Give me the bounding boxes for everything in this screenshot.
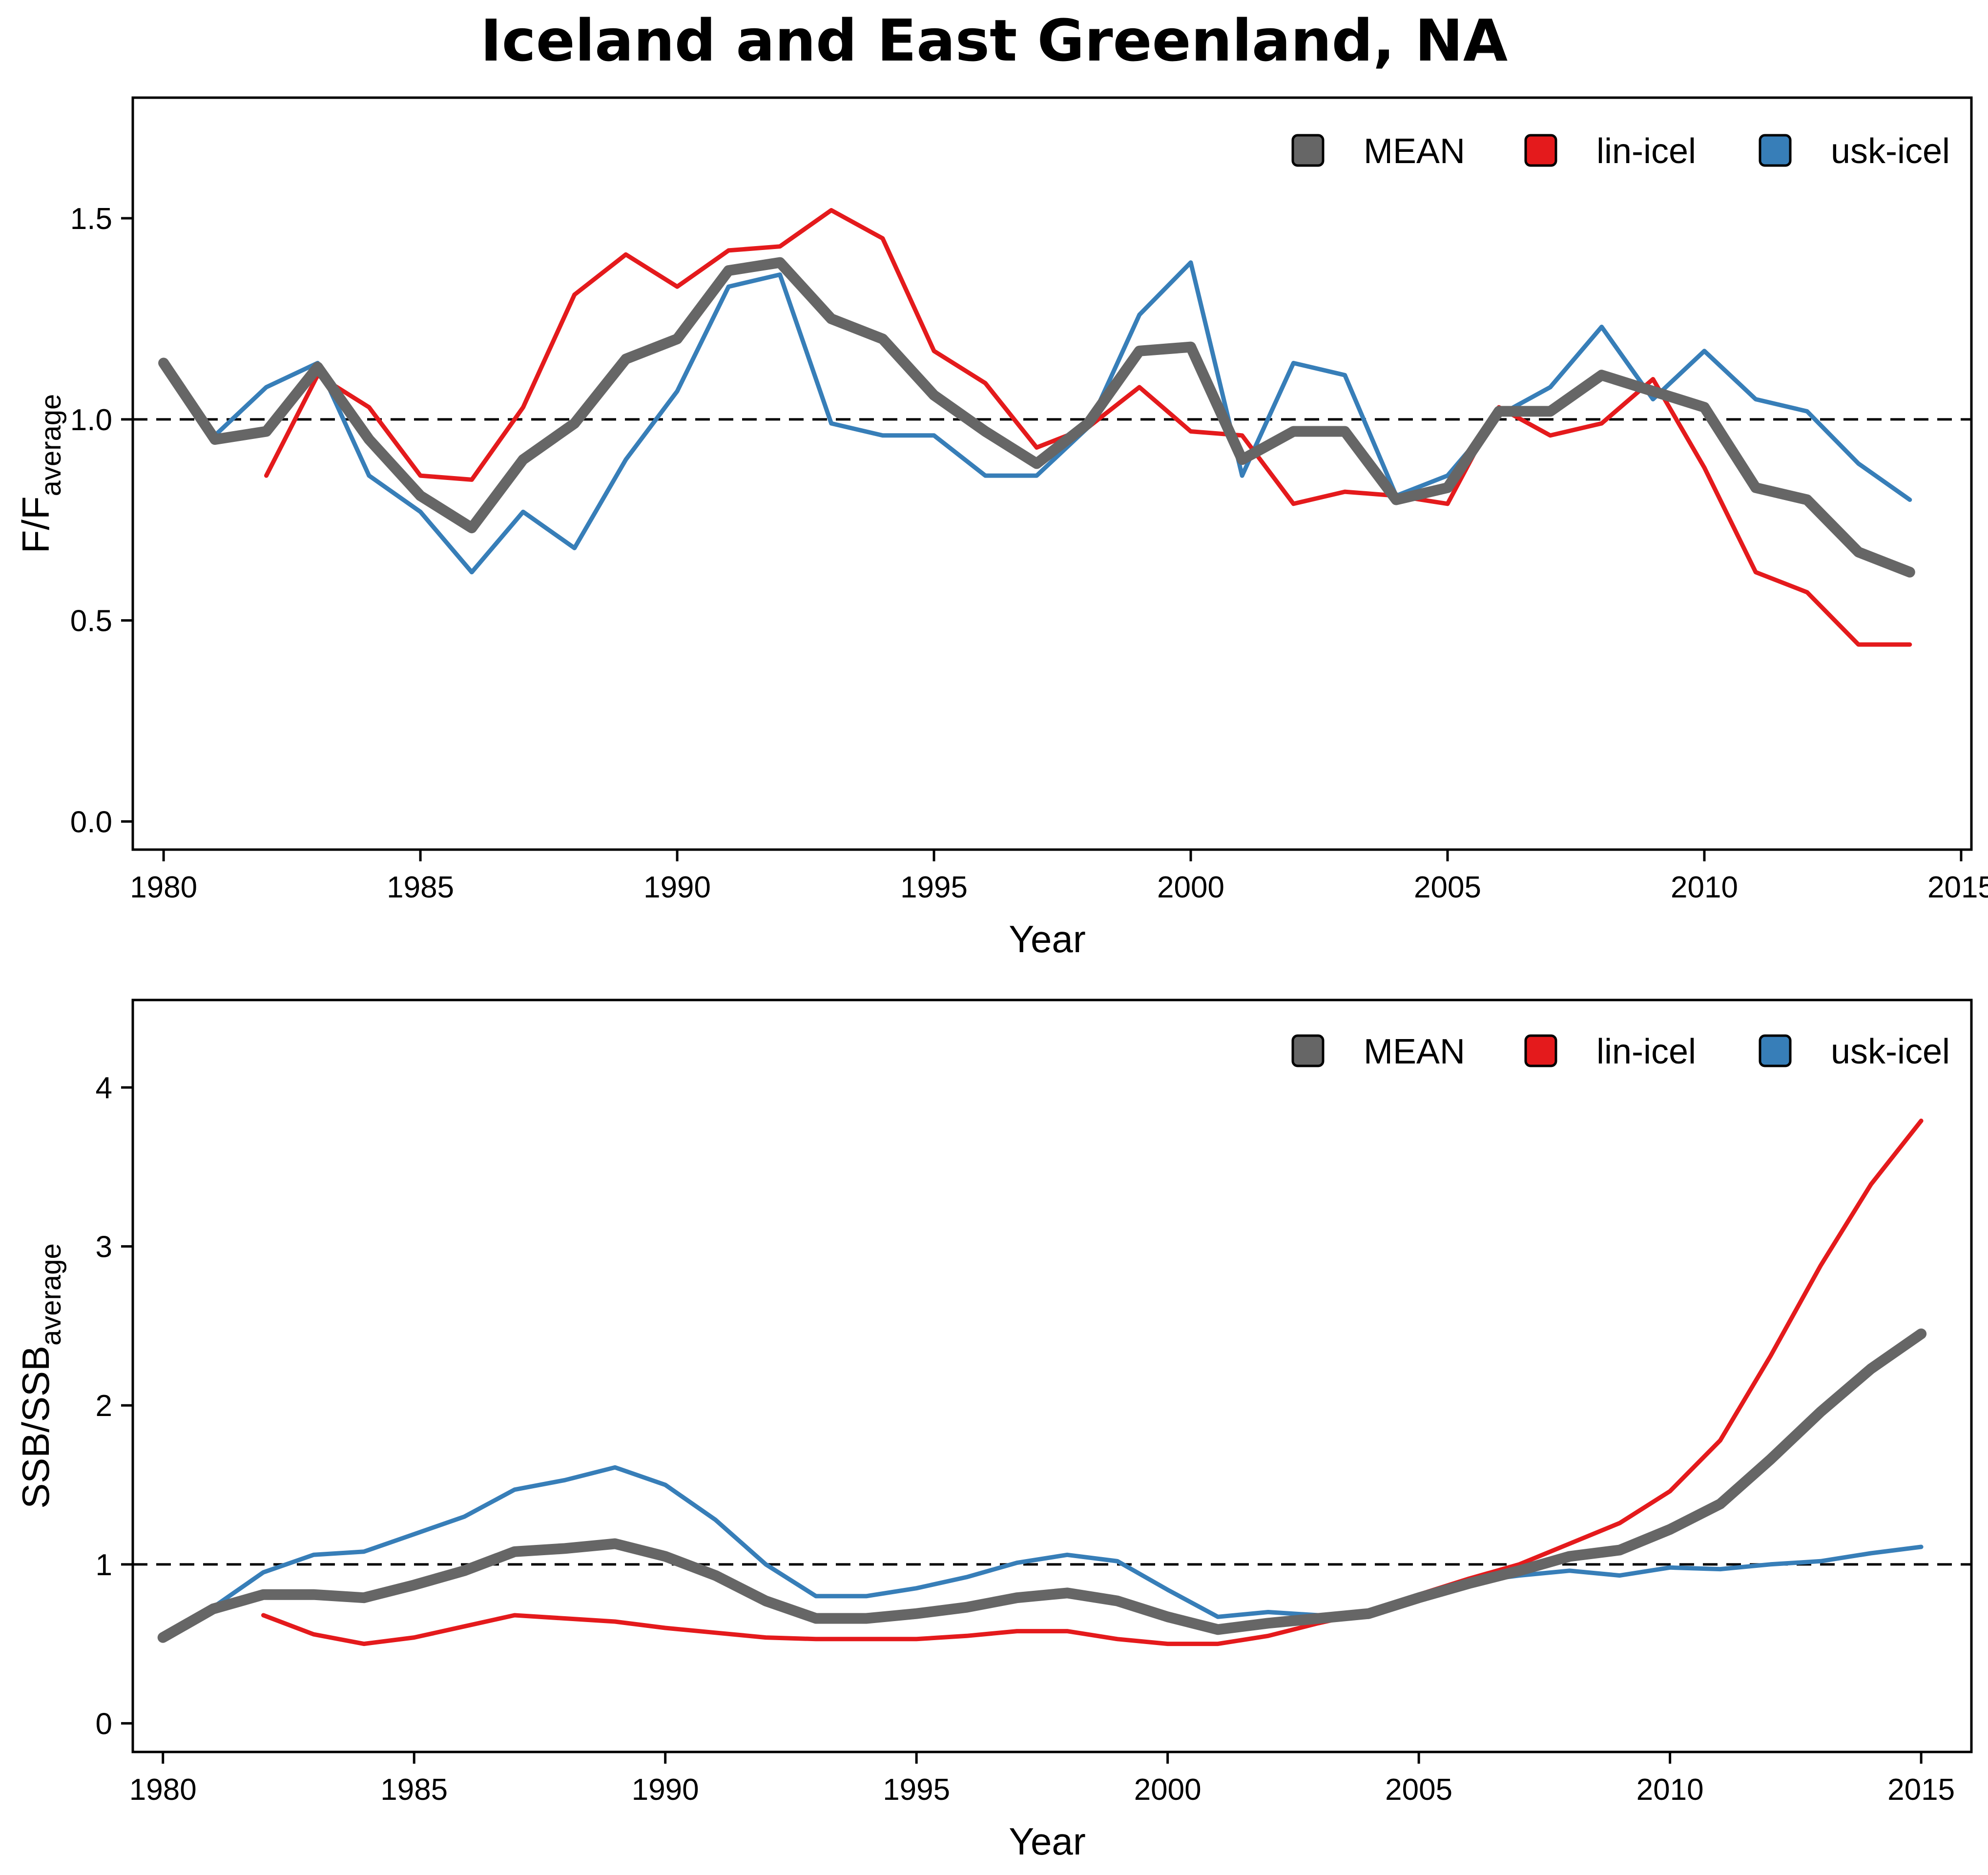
chart1-x-tick-label: 2005 xyxy=(1385,1773,1452,1807)
ssb-ratio-panel: 1980 1985 1990 1995 2000 2005 2010 2015 0 1 2 3 4 Yea… xyxy=(14,999,1973,1863)
chart1-series-usk-icel-line xyxy=(161,1465,1924,1642)
chart1-x-axis-title: Year xyxy=(1009,1820,1086,1863)
chart1-legend-swatch-usk-icel xyxy=(1759,1034,1792,1067)
chart0-series-usk-icel-line xyxy=(161,260,1912,575)
chart0-series-mean-line xyxy=(158,257,1915,578)
chart0-legend-swatch-lin-icel xyxy=(1524,134,1557,167)
chart1-plot-frame xyxy=(131,999,1973,1753)
chart1-series-lin-icel-line xyxy=(261,1118,1924,1646)
chart0-legend-swatch-mean xyxy=(1291,134,1325,167)
chart0-y-axis-title-main: F/F xyxy=(14,496,57,553)
chart1-series-mean-line xyxy=(157,1328,1927,1643)
chart1-legend-label-usk-icel: usk-icel xyxy=(1831,1032,1950,1071)
chart0-x-tick-label: 2005 xyxy=(1414,871,1481,904)
chart0-y-tick-label: 1.0 xyxy=(70,403,112,437)
chart0-x-tick-label: 1990 xyxy=(643,871,711,904)
chart0-legend-swatch-usk-icel xyxy=(1759,134,1792,167)
chart1-legend-label-mean: MEAN xyxy=(1364,1032,1465,1071)
chart0-x-axis-title: Year xyxy=(1009,917,1086,960)
chart1-y-axis-title: SSB/SSBaverage xyxy=(14,1243,67,1508)
chart1-x-tick-label: 2015 xyxy=(1887,1773,1955,1807)
chart0-x-tick-label: 2010 xyxy=(1671,871,1738,904)
chart0-x-tick-label: 1980 xyxy=(130,871,197,904)
figure-title: Iceland and East Greenland, NA xyxy=(480,7,1508,74)
chart1-x-tick-label: 1985 xyxy=(380,1773,448,1807)
chart1-x-tick-label: 1990 xyxy=(632,1773,699,1807)
chart1-y-axis-title-main: SSB/SSB xyxy=(14,1346,57,1509)
chart1-x-tick-label: 2000 xyxy=(1134,1773,1201,1807)
chart1-y-tick-label: 0 xyxy=(96,1707,112,1741)
chart0-y-tick-label: 0.5 xyxy=(70,604,112,638)
chart1-x-tick-label: 1980 xyxy=(129,1773,197,1807)
chart0-x-tick-label: 1995 xyxy=(900,871,968,904)
chart1-x-tick-label: 2010 xyxy=(1636,1773,1704,1807)
chart0-x-tick-label: 1985 xyxy=(387,871,454,904)
chart0-y-axis-title-sub: average xyxy=(35,394,67,497)
chart1-y-tick-label: 2 xyxy=(96,1389,112,1423)
chart0-y-tick-label: 0.0 xyxy=(70,805,112,839)
chart1-y-tick-label: 4 xyxy=(96,1071,112,1105)
chart1-legend-label-lin-icel: lin-icel xyxy=(1596,1032,1696,1071)
chart1-y-tick-label: 1 xyxy=(96,1548,112,1582)
chart1-legend-swatch-lin-icel xyxy=(1524,1034,1557,1067)
chart0-legend-label-lin-icel: lin-icel xyxy=(1596,132,1696,171)
f-ratio-panel: 1980 1985 1990 1995 2000 2005 2010 2015 0.0 0.5 1.… xyxy=(14,96,1988,960)
chart0-x-tick-label: 2015 xyxy=(1927,871,1988,904)
chart1-legend-swatch-mean xyxy=(1291,1034,1325,1067)
chart0-y-tick-label: 1.5 xyxy=(70,202,112,236)
chart1-y-tick-label: 3 xyxy=(96,1230,112,1264)
chart1-x-tick-label: 1995 xyxy=(883,1773,950,1807)
chart0-y-axis-title: F/Faverage xyxy=(14,394,67,554)
chart0-x-tick-label: 2000 xyxy=(1157,871,1224,904)
chart0-legend-label-mean: MEAN xyxy=(1364,132,1465,171)
chart1-y-axis-title-sub: average xyxy=(35,1243,67,1346)
chart0-legend-label-usk-icel: usk-icel xyxy=(1831,132,1950,171)
chart0-plot-frame xyxy=(131,96,1973,851)
